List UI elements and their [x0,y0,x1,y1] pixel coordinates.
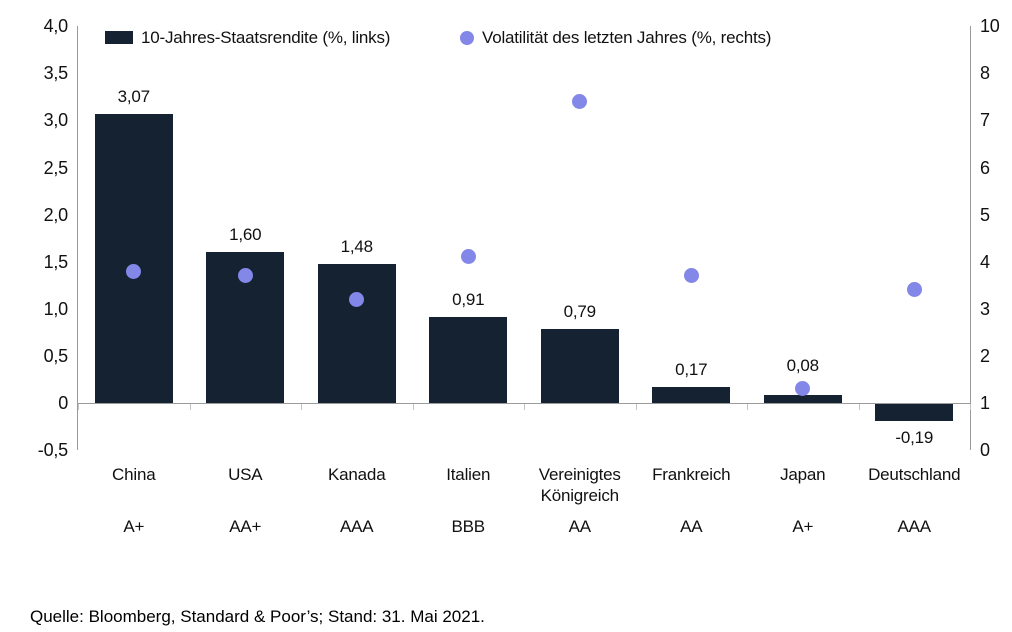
dot-7 [795,381,811,397]
bar-7 [763,395,842,403]
left-axis-tick-label: 3,5 [43,63,69,84]
right-axis-tick-label: 2 [980,345,990,366]
bar-8 [875,403,954,421]
bar-value-label: 0,17 [675,359,708,379]
category-label: Japan [780,465,826,484]
bar-value-label: 0,08 [786,355,819,375]
right-axis-tick-label: 0 [980,440,990,461]
bar-value-label: -0,19 [895,427,934,447]
category-boundary-tick [301,404,302,410]
category-label: Kanada [328,465,386,484]
category-boundary-tick [524,404,525,410]
right-axis-tick-label: 10 [980,16,1000,37]
bar-value-label: 0,79 [563,301,596,321]
dot-4 [460,249,476,265]
category-boundary-tick [747,404,748,410]
category-boundary-tick [412,404,414,410]
category-boundary-tick [970,404,971,410]
rating-label: BBB [451,517,486,536]
rating-label: AAA [340,517,374,536]
left-axis-tick-label: 4,0 [43,16,69,37]
rating-label: A+ [792,517,814,536]
bar-6 [652,386,731,403]
left-axis-tick-label: 2,5 [43,157,69,178]
bar-3 [317,263,396,403]
legend-dot-swatch-icon [460,31,474,45]
category-boundary-tick [858,404,860,410]
dot-1 [126,263,142,279]
bar-value-label: 3,07 [117,86,150,106]
category-boundary-tick [635,404,637,410]
dot-2 [237,268,253,284]
zero-baseline [78,403,970,404]
left-axis-tick-label: 0,5 [43,345,69,366]
right-axis-tick-label: 4 [980,251,990,272]
right-axis-line [970,26,971,450]
right-axis-tick-label: 7 [980,110,990,131]
dot-3 [349,291,365,307]
legend-bar-swatch-icon [105,31,133,44]
legend-bar-series-label: 10-Jahres-Staatsrendite (%, links) [141,28,391,47]
left-axis-tick-label: 0 [58,393,68,413]
bar-1 [94,113,173,403]
rating-label: A+ [123,517,145,536]
left-axis-tick-label: 2,0 [43,204,69,225]
category-label: Italien [446,465,491,484]
right-axis-tick-label: 8 [980,63,990,84]
rating-label: AA [680,517,703,536]
category-boundary-tick [78,404,79,410]
category-label: USA [228,465,263,484]
dot-8 [906,282,922,298]
category-boundary-tick [189,404,191,410]
legend-dot-series-label: Volatilität des letzten Jahres (%, recht… [482,28,772,47]
bar-5 [540,328,619,403]
right-axis-tick-label: 3 [980,298,990,319]
left-axis-tick-label: 1,0 [43,298,69,319]
source-note: Quelle: Bloomberg, Standard & Poor’s; St… [30,607,485,626]
category-label: Vereinigtes Königreich [538,465,621,505]
left-axis-tick-label: 3,0 [43,110,69,131]
right-axis-tick-label: 5 [980,204,990,225]
bar-value-label: 1,60 [229,225,262,245]
rating-label: AA+ [229,517,262,536]
dot-6 [683,268,699,284]
right-axis-tick-label: 6 [980,157,990,178]
dot-5 [572,94,588,110]
bar-value-label: 0,91 [452,290,485,310]
category-label: China [112,465,156,484]
bar-4 [429,317,508,403]
rating-label: AAA [897,517,932,536]
category-label: Deutschland [868,465,961,484]
left-axis-line [77,26,78,450]
bar-value-label: 1,48 [340,236,373,256]
rating-label: AA [568,517,591,536]
left-axis-tick-label: 1,5 [43,251,69,272]
right-axis-tick-label: 1 [980,393,990,413]
category-label: Frankreich [652,465,731,484]
left-axis-tick-label: -0,5 [37,440,68,461]
